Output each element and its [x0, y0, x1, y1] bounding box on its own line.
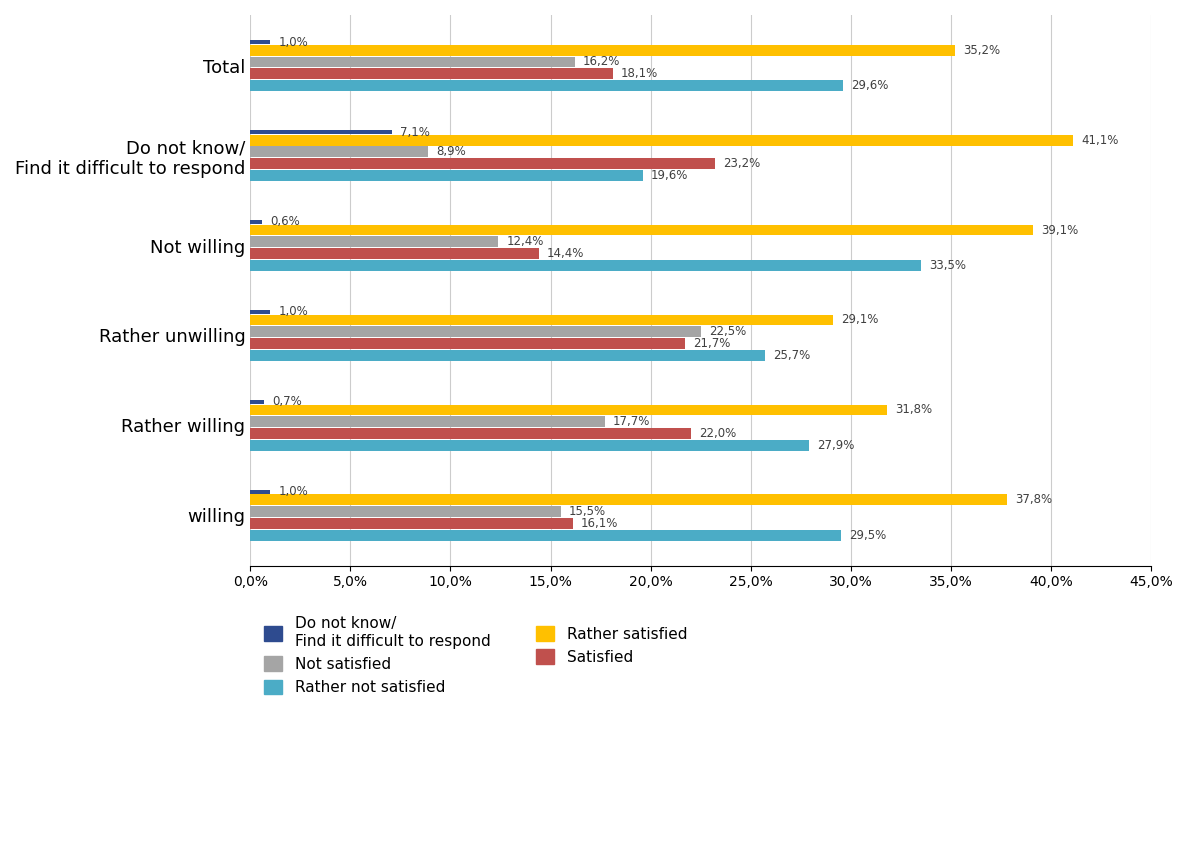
Text: 39,1%: 39,1% [1041, 223, 1079, 237]
Bar [251, 416, 605, 427]
Bar [251, 135, 1073, 146]
Text: 27,9%: 27,9% [817, 439, 854, 452]
Bar [251, 80, 842, 91]
Bar [251, 260, 921, 271]
Bar [251, 68, 613, 79]
Text: 29,6%: 29,6% [851, 79, 889, 92]
Text: 12,4%: 12,4% [506, 235, 544, 249]
Text: 1,0%: 1,0% [278, 305, 308, 319]
Text: 0,6%: 0,6% [270, 216, 301, 228]
Bar [251, 495, 1007, 505]
Text: 21,7%: 21,7% [693, 337, 731, 350]
Text: 29,5%: 29,5% [849, 529, 886, 542]
Bar [251, 507, 561, 517]
Text: 7,1%: 7,1% [400, 126, 430, 138]
Text: 31,8%: 31,8% [895, 404, 933, 416]
Bar [251, 56, 575, 67]
Bar [251, 428, 690, 439]
Text: 1,0%: 1,0% [278, 35, 308, 49]
Bar [251, 326, 701, 337]
Bar [251, 310, 270, 314]
Bar [251, 147, 429, 158]
Text: 18,1%: 18,1% [620, 67, 658, 80]
Text: 22,5%: 22,5% [709, 325, 746, 338]
Text: 23,2%: 23,2% [722, 157, 760, 170]
Text: 41,1%: 41,1% [1081, 133, 1118, 147]
Bar [251, 490, 270, 494]
Bar [251, 45, 955, 56]
Text: 15,5%: 15,5% [569, 505, 606, 518]
Text: 16,2%: 16,2% [582, 56, 620, 68]
Bar [251, 440, 809, 451]
Bar [251, 220, 263, 224]
Text: 25,7%: 25,7% [772, 349, 810, 362]
Text: 16,1%: 16,1% [581, 517, 618, 530]
Text: 37,8%: 37,8% [1015, 493, 1053, 507]
Text: 8,9%: 8,9% [436, 145, 466, 158]
Bar [251, 350, 765, 361]
Bar [251, 40, 270, 44]
Text: 1,0%: 1,0% [278, 486, 308, 498]
Bar [251, 314, 833, 325]
Legend: Do not know/
Find it difficult to respond, Not satisfied, Rather not satisfied, : Do not know/ Find it difficult to respon… [258, 610, 694, 701]
Text: 0,7%: 0,7% [272, 395, 302, 408]
Text: 17,7%: 17,7% [613, 416, 650, 428]
Text: 29,1%: 29,1% [841, 314, 878, 326]
Bar [251, 170, 643, 181]
Bar [251, 248, 538, 259]
Bar [251, 224, 1034, 235]
Bar [251, 530, 841, 540]
Text: 22,0%: 22,0% [699, 427, 735, 440]
Text: 19,6%: 19,6% [651, 169, 688, 182]
Bar [251, 405, 887, 416]
Bar [251, 236, 499, 247]
Bar [251, 400, 264, 404]
Bar [251, 130, 392, 134]
Bar [251, 338, 684, 349]
Text: 14,4%: 14,4% [546, 247, 584, 260]
Bar [251, 158, 715, 169]
Bar [251, 518, 573, 529]
Text: 33,5%: 33,5% [929, 259, 966, 272]
Text: 35,2%: 35,2% [963, 44, 1000, 56]
